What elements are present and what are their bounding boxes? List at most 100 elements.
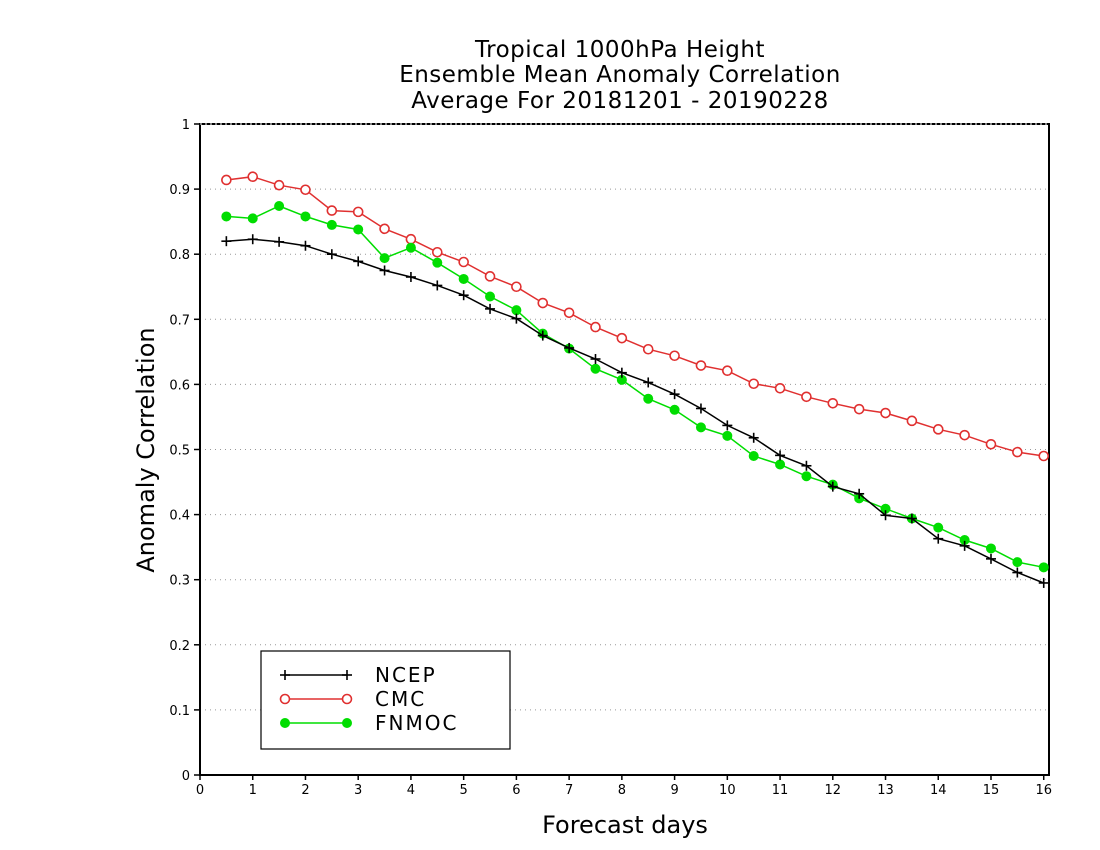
data-point-fnmoc <box>1038 562 1049 573</box>
data-point-ncep <box>775 450 786 461</box>
data-point-cmc <box>616 332 628 344</box>
x-tick-label: 12 <box>825 783 842 798</box>
data-point-ncep <box>274 236 285 247</box>
data-point-ncep <box>985 553 996 564</box>
legend-box <box>260 650 511 750</box>
x-tick-label: 0 <box>196 783 204 798</box>
data-point-fnmoc <box>801 471 812 482</box>
data-point-cmc <box>748 378 759 390</box>
data-point-fnmoc <box>274 201 285 212</box>
data-point-ncep <box>485 303 496 314</box>
data-point-ncep <box>590 354 601 365</box>
data-point-fnmoc <box>775 459 786 470</box>
data-point-ncep <box>221 236 232 247</box>
data-point-cmc <box>326 205 338 216</box>
x-tick-label: 16 <box>1035 783 1052 798</box>
data-point-ncep <box>458 290 469 301</box>
x-tick-label: 11 <box>772 783 789 798</box>
legend-marker-cmc <box>279 693 291 705</box>
x-tick-label: 6 <box>512 783 520 798</box>
data-point-cmc <box>273 179 285 191</box>
data-point-ncep <box>643 377 654 388</box>
y-axis-title: Anomaly Correlation <box>132 327 160 572</box>
x-tick-label: 3 <box>354 783 362 798</box>
axes: 00.10.20.30.40.50.60.70.80.910 1 2 3 4 5 6 7 8 9 1… <box>169 118 1052 798</box>
data-point-cmc <box>511 281 522 293</box>
chart-title-line-2: Ensemble Mean Anomaly Correlation <box>399 62 841 88</box>
chart-title-line-1: Tropical 1000hPa Height <box>474 37 765 63</box>
y-tick-label: 0.4 <box>169 509 190 524</box>
data-point-cmc <box>1038 450 1050 462</box>
data-point-ncep <box>748 432 759 443</box>
series-line-cmc <box>226 175 1044 457</box>
data-point-cmc <box>300 184 311 196</box>
data-point-cmc <box>722 365 733 377</box>
series-line-fnmoc <box>226 205 1044 569</box>
data-point-ncep <box>405 271 416 282</box>
data-point-cmc <box>880 407 891 419</box>
data-point-fnmoc <box>405 242 416 253</box>
legend-label-ncep: NCEP <box>375 663 437 687</box>
data-point-fnmoc <box>748 451 759 462</box>
x-tick-label: 15 <box>983 783 1000 798</box>
x-tick-label: 7 <box>565 783 573 798</box>
data-point-cmc <box>379 223 390 235</box>
data-point-ncep <box>695 403 706 414</box>
data-point-cmc <box>590 321 601 333</box>
data-point-ncep <box>537 330 548 341</box>
data-point-cmc <box>959 429 970 441</box>
data-point-ncep <box>827 481 838 492</box>
data-point-ncep <box>933 533 944 544</box>
y-tick-label: 0 <box>182 769 190 784</box>
data-point-ncep <box>511 313 522 324</box>
x-tick-label: 10 <box>719 783 736 798</box>
data-point-fnmoc <box>643 393 654 404</box>
series-lines <box>221 171 1050 588</box>
y-tick-label: 0.1 <box>169 704 190 719</box>
legend-marker-ncep <box>342 670 352 680</box>
data-point-ncep <box>854 488 865 499</box>
data-point-fnmoc <box>722 430 733 441</box>
y-tick-label: 1 <box>182 118 190 133</box>
data-point-ncep <box>722 420 733 431</box>
data-point-cmc <box>801 391 812 403</box>
data-point-cmc <box>247 171 259 183</box>
data-point-cmc <box>458 256 469 268</box>
x-tick-label: 4 <box>407 783 415 798</box>
x-tick-label: 13 <box>877 783 894 798</box>
data-point-ncep <box>1012 567 1023 578</box>
data-point-cmc <box>853 403 865 415</box>
data-point-cmc <box>221 174 232 186</box>
data-point-cmc <box>932 424 944 435</box>
data-point-cmc <box>484 271 496 282</box>
data-point-ncep <box>353 256 364 267</box>
data-point-ncep <box>959 540 970 551</box>
data-point-fnmoc <box>353 224 364 235</box>
data-point-ncep <box>1038 577 1049 588</box>
y-tick-label: 0.9 <box>169 183 190 198</box>
data-point-fnmoc <box>458 273 469 284</box>
data-point-cmc <box>537 297 549 309</box>
legend-marker-ncep <box>280 670 290 680</box>
x-tick-label: 8 <box>618 783 626 798</box>
data-point-cmc <box>906 415 918 427</box>
legend-label-fnmoc: FNMOC <box>375 711 458 735</box>
data-point-fnmoc <box>669 404 680 415</box>
data-point-cmc <box>1012 446 1023 458</box>
data-point-fnmoc <box>379 253 390 264</box>
data-point-cmc <box>774 383 786 394</box>
data-point-cmc <box>827 397 839 409</box>
data-point-ncep <box>801 460 812 471</box>
data-point-cmc <box>352 206 364 218</box>
data-point-fnmoc <box>511 305 522 316</box>
data-point-ncep <box>247 234 258 245</box>
legend-marker-cmc <box>341 693 353 705</box>
data-point-ncep <box>300 240 311 251</box>
data-point-cmc <box>431 246 443 258</box>
data-point-ncep <box>564 342 575 353</box>
legend-marker-fnmoc <box>342 718 352 728</box>
y-tick-label: 0.3 <box>169 574 190 589</box>
y-tick-label: 0.7 <box>169 313 190 328</box>
